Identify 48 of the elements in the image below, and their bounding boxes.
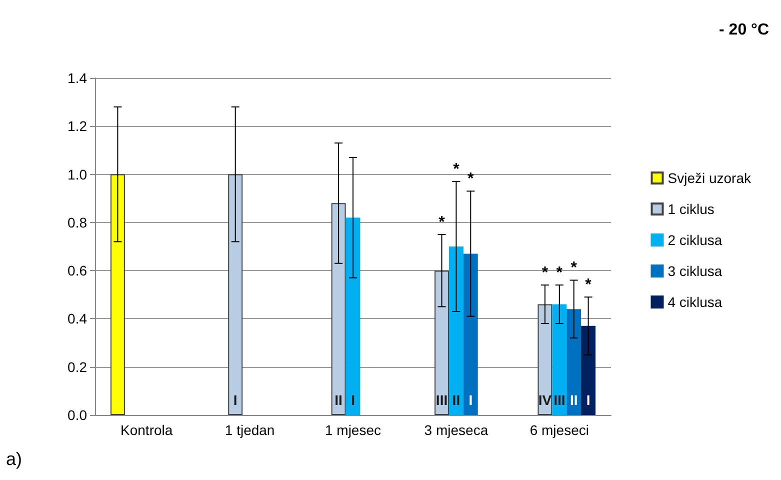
bar (228, 174, 243, 415)
y-tick-label: 1.4 (68, 70, 88, 86)
bar (448, 246, 464, 415)
legend-label: 2 ciklusa (668, 232, 722, 248)
legend-label: 4 ciklusa (668, 294, 722, 310)
y-tick-label: 1.2 (68, 118, 88, 134)
bar (110, 174, 125, 415)
bar (331, 203, 346, 415)
data-label: III (436, 392, 448, 408)
y-tick-label: 0.2 (68, 358, 88, 375)
bar (581, 326, 596, 415)
bar (346, 218, 360, 415)
x-tick-label: 1 mjesec (324, 422, 382, 438)
text: - 20 °C (719, 22, 770, 38)
data-label: III (554, 392, 566, 408)
annotation: * (468, 170, 475, 188)
annotation: * (556, 264, 564, 282)
x-tick-label: 1 tjedan (224, 422, 275, 438)
annotation: * (453, 161, 460, 178)
annotation: * (585, 276, 592, 294)
legend-label: 3 ciklusa (668, 263, 722, 279)
data-label: IV (538, 392, 552, 408)
annotation: * (570, 260, 578, 277)
y-tick-label: 0.0 (68, 407, 88, 423)
y-tick-label: 0.4 (68, 310, 88, 327)
x-tick-label: 6 mjeseci (530, 422, 589, 438)
data-label: II (452, 392, 460, 408)
y-tick-label: 1.0 (68, 166, 88, 182)
legend-label: Svježi uzorak (668, 170, 752, 186)
bar (463, 254, 478, 415)
data-label: II (570, 392, 578, 408)
y-tick-label: 0.8 (68, 214, 88, 230)
x-tick-label: 3 mjeseca (424, 422, 488, 438)
legend-label: 1 ciklus (668, 201, 714, 217)
bar (552, 304, 567, 415)
bar (566, 309, 582, 415)
y-tick-label: 0.6 (68, 262, 88, 279)
text: a) (6, 449, 22, 469)
x-tick-label: Kontrola (120, 422, 173, 438)
data-label: I (351, 392, 355, 408)
data-label: I (233, 392, 238, 408)
data-label: II (334, 392, 342, 408)
annotation: * (438, 214, 446, 231)
annotation: * (542, 264, 549, 282)
bar (434, 270, 449, 415)
data-label: I (468, 392, 473, 408)
bar (538, 304, 552, 415)
data-label: I (586, 392, 590, 408)
